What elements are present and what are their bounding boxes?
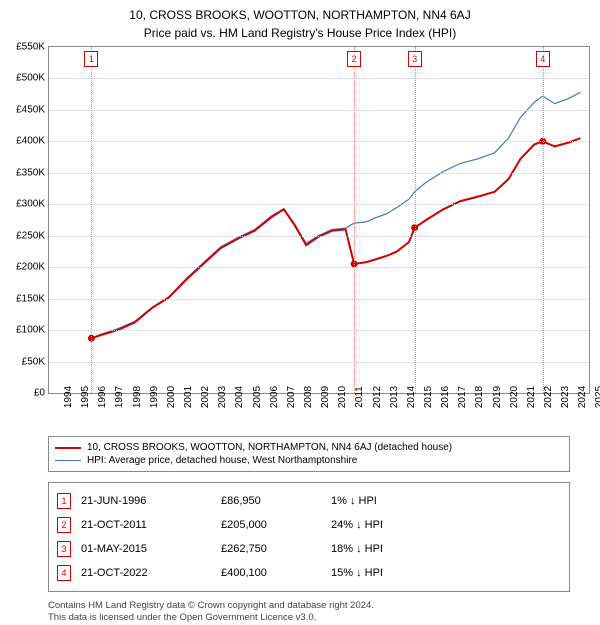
row-diff: 18% ↓ HPI [331,543,561,555]
sale-marker-line [543,47,544,393]
sale-marker-box: 4 [536,51,550,67]
plot-area: £0£50K£100K£150K£200K£250K£300K£350K£400… [48,46,590,394]
row-price: £262,750 [221,543,321,555]
footer-line1: Contains HM Land Registry data © Crown c… [48,600,570,612]
table-row: 2 21-OCT-2011 £205,000 24% ↓ HPI [57,513,561,537]
gridline [49,204,589,205]
row-date: 21-OCT-2011 [81,519,211,531]
gridline [49,236,589,237]
legend-label: HPI: Average price, detached house, West… [87,455,357,466]
row-diff: 24% ↓ HPI [331,519,561,531]
row-price: £400,100 [221,567,321,579]
row-marker: 4 [57,565,71,581]
y-axis-label: £300K [16,199,45,210]
row-marker: 3 [57,541,71,557]
y-axis-label: £0 [34,388,45,399]
series-line [91,138,580,338]
row-price: £86,950 [221,495,321,507]
y-axis-label: £250K [16,230,45,241]
sale-marker-line [354,47,355,393]
gridline [49,141,589,142]
gridline [49,330,589,331]
y-axis-label: £500K [16,73,45,84]
chart-title-line1: 10, CROSS BROOKS, WOOTTON, NORTHAMPTON, … [0,0,600,22]
gridline [49,173,589,174]
row-marker: 1 [57,493,71,509]
legend-swatch [55,447,81,449]
row-price: £205,000 [221,519,321,531]
row-marker: 2 [57,517,71,533]
sale-marker-box: 3 [408,51,422,67]
sale-marker-line [91,47,92,393]
gridline [49,299,589,300]
table-row: 4 21-OCT-2022 £400,100 15% ↓ HPI [57,561,561,585]
y-axis-label: £550K [16,42,45,53]
sale-marker-box: 1 [84,51,98,67]
table-row: 1 21-JUN-1996 £86,950 1% ↓ HPI [57,489,561,513]
row-diff: 1% ↓ HPI [331,495,561,507]
y-axis-label: £50K [22,356,45,367]
y-axis-label: £400K [16,136,45,147]
gridline [49,78,589,79]
row-date: 21-JUN-1996 [81,495,211,507]
footer-line2: This data is licensed under the Open Gov… [48,612,570,624]
gridline [49,362,589,363]
y-axis-label: £450K [16,104,45,115]
row-date: 21-OCT-2022 [81,567,211,579]
x-axis-label: 2025 [580,386,600,408]
chart-container: 10, CROSS BROOKS, WOOTTON, NORTHAMPTON, … [0,0,600,620]
chart-title-line2: Price paid vs. HM Land Registry's House … [0,22,600,46]
y-axis-label: £200K [16,262,45,273]
legend: 10, CROSS BROOKS, WOOTTON, NORTHAMPTON, … [48,436,570,472]
y-axis-label: £150K [16,293,45,304]
legend-swatch [55,460,81,461]
gridline [49,267,589,268]
plot-svg [49,47,589,393]
sale-marker-line [415,47,416,393]
attribution-footer: Contains HM Land Registry data © Crown c… [48,600,570,625]
legend-label: 10, CROSS BROOKS, WOOTTON, NORTHAMPTON, … [87,442,452,453]
row-date: 01-MAY-2015 [81,543,211,555]
y-axis-label: £350K [16,167,45,178]
table-row: 3 01-MAY-2015 £262,750 18% ↓ HPI [57,537,561,561]
sale-marker-box: 2 [347,51,361,67]
legend-row: 10, CROSS BROOKS, WOOTTON, NORTHAMPTON, … [55,441,563,454]
series-line [91,92,580,338]
legend-row: HPI: Average price, detached house, West… [55,454,563,467]
sales-table: 1 21-JUN-1996 £86,950 1% ↓ HPI 2 21-OCT-2011 £… [48,482,570,592]
gridline [49,110,589,111]
row-diff: 15% ↓ HPI [331,567,561,579]
y-axis-label: £100K [16,325,45,336]
